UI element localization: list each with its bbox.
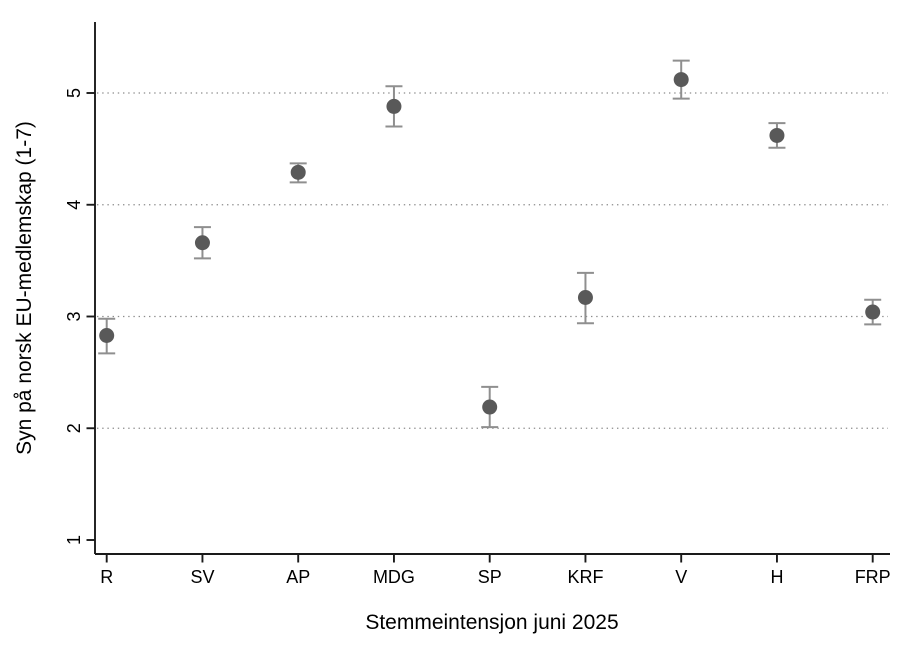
data-point-marker bbox=[194, 235, 210, 251]
plot-area: 1 2 3 4 5 R SV AP MDG SP KRF V H FRP bbox=[64, 22, 891, 587]
x-tick-label: SP bbox=[478, 567, 502, 587]
x-tick-label: KRF bbox=[567, 567, 603, 587]
x-tick-label: H bbox=[770, 567, 783, 587]
y-axis-title: Syn på norsk EU-medlemskap (1-7) bbox=[13, 121, 36, 455]
x-tick-label: FRP bbox=[855, 567, 891, 587]
x-tick-label: AP bbox=[286, 567, 310, 587]
x-tick-label: R bbox=[100, 567, 113, 587]
data-point-marker bbox=[769, 127, 785, 143]
x-axis-title: Stemmeintensjon juni 2025 bbox=[365, 611, 618, 634]
data-point-marker bbox=[865, 304, 881, 320]
y-tick-label: 2 bbox=[64, 423, 84, 433]
x-tick-label: MDG bbox=[373, 567, 415, 587]
y-tick-label: 1 bbox=[64, 535, 84, 545]
y-tick-label: 3 bbox=[64, 311, 84, 321]
y-tick-label: 5 bbox=[64, 88, 84, 98]
x-tick-label: SV bbox=[190, 567, 214, 587]
data-point-marker bbox=[290, 164, 306, 180]
data-point-marker bbox=[482, 399, 498, 415]
y-tick-label: 4 bbox=[64, 200, 84, 210]
data-point-marker bbox=[99, 327, 115, 343]
data-point-marker bbox=[386, 98, 402, 114]
data-point-marker bbox=[673, 72, 689, 88]
data-point-marker bbox=[577, 290, 593, 306]
x-tick-label: V bbox=[675, 567, 687, 587]
